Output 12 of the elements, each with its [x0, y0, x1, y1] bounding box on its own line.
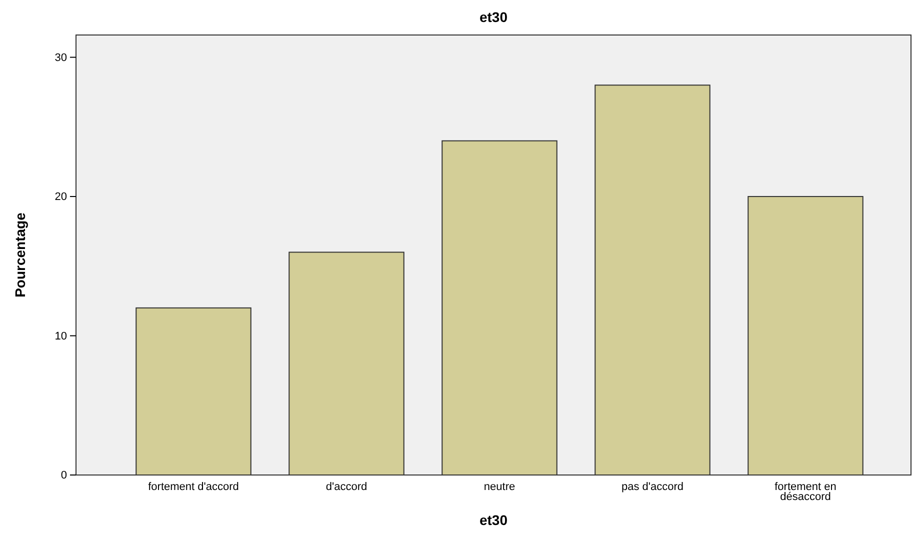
x-tick-label: fortement en désaccord — [774, 481, 836, 503]
x-axis-title: et30 — [479, 512, 508, 528]
x-tick-label: d'accord — [326, 481, 368, 494]
y-axis-title: Pourcentage — [12, 212, 28, 298]
x-tick-label: neutre — [484, 481, 516, 494]
y-tick-label: 10 — [54, 330, 67, 342]
x-tick-label: fortement d'accord — [148, 481, 239, 494]
chart-title: et30 — [479, 9, 508, 25]
y-tick-label: 20 — [54, 191, 67, 204]
y-tick-label: 30 — [54, 52, 67, 64]
y-tick-label: 0 — [60, 470, 67, 482]
x-tick-label: pas d'accord — [621, 481, 684, 494]
